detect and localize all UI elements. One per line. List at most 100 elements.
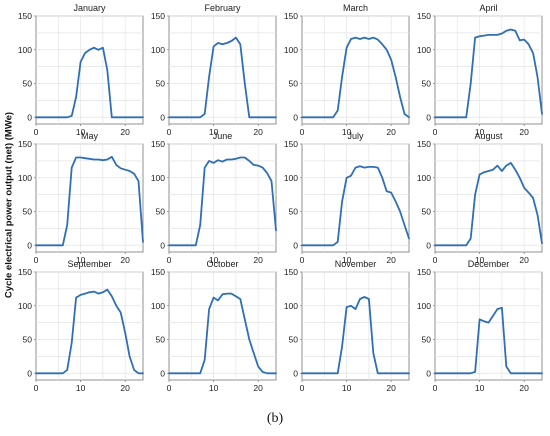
x-tick-label: 0 — [34, 255, 39, 265]
y-tick-label: 50 — [422, 79, 432, 89]
chart-title-october: October — [206, 259, 238, 269]
plot-frame — [434, 15, 543, 125]
chart-title-july: July — [347, 131, 364, 141]
y-tick-label: 150 — [18, 267, 32, 277]
plot-frame — [168, 271, 277, 381]
chart-title-march: March — [343, 3, 368, 13]
y-tick-label: 100 — [284, 45, 298, 55]
x-tick-label: 0 — [300, 255, 305, 265]
y-tick-label: 100 — [284, 173, 298, 183]
y-tick-label: 100 — [417, 301, 431, 311]
x-tick-label: 10 — [342, 127, 352, 137]
x-tick-label: 0 — [433, 255, 438, 265]
x-tick-label: 20 — [120, 383, 130, 393]
y-tick-label: 0 — [160, 112, 165, 122]
plot-frame — [168, 15, 277, 125]
x-tick-label: 20 — [386, 255, 396, 265]
y-tick-label: 150 — [18, 11, 32, 21]
plot-frame — [35, 271, 144, 381]
x-tick-label: 20 — [519, 255, 529, 265]
y-tick-label: 100 — [284, 301, 298, 311]
y-tick-label: 0 — [160, 240, 165, 250]
x-tick-label: 20 — [519, 383, 529, 393]
y-tick-label: 150 — [151, 267, 165, 277]
x-tick-label: 10 — [342, 255, 352, 265]
y-tick-label: 50 — [289, 335, 299, 345]
y-tick-label: 50 — [422, 335, 432, 345]
x-tick-label: 10 — [475, 383, 485, 393]
y-tick-label: 150 — [18, 139, 32, 149]
y-tick-label: 50 — [156, 79, 166, 89]
y-tick-label: 50 — [23, 207, 33, 217]
x-tick-label: 0 — [167, 255, 172, 265]
y-tick-label: 0 — [426, 368, 431, 378]
x-tick-label: 0 — [34, 383, 39, 393]
y-tick-label: 0 — [293, 240, 298, 250]
plot-frame — [434, 143, 543, 253]
x-tick-label: 10 — [76, 383, 86, 393]
plot-frame — [35, 15, 144, 125]
x-tick-label: 0 — [433, 127, 438, 137]
chart-title-december: December — [468, 259, 510, 269]
y-tick-label: 50 — [156, 335, 166, 345]
x-tick-label: 10 — [209, 255, 219, 265]
series-line-march — [301, 36, 410, 119]
y-tick-label: 100 — [417, 45, 431, 55]
series-line-april — [434, 28, 543, 119]
y-tick-label: 100 — [18, 301, 32, 311]
y-tick-label: 150 — [151, 11, 165, 21]
x-tick-label: 20 — [120, 255, 130, 265]
y-tick-label: 50 — [289, 79, 299, 89]
x-tick-label: 10 — [475, 255, 485, 265]
chart-title-may: May — [81, 131, 99, 141]
x-tick-label: 20 — [386, 127, 396, 137]
x-tick-label: 20 — [253, 383, 263, 393]
y-tick-label: 50 — [289, 207, 299, 217]
y-tick-label: 0 — [27, 240, 32, 250]
chart-title-january: January — [73, 3, 106, 13]
x-tick-label: 20 — [519, 127, 529, 137]
y-tick-label: 150 — [417, 11, 431, 21]
series-line-november — [301, 296, 410, 375]
chart-title-february: February — [204, 3, 241, 13]
plot-frame — [168, 143, 277, 253]
plot-frame — [301, 271, 410, 381]
y-tick-label: 0 — [160, 368, 165, 378]
y-tick-label: 100 — [151, 45, 165, 55]
y-tick-label: 150 — [417, 139, 431, 149]
series-line-january — [35, 46, 144, 119]
figure-caption: (b) — [266, 411, 284, 426]
x-tick-label: 10 — [342, 383, 352, 393]
x-tick-label: 20 — [386, 383, 396, 393]
x-tick-label: 0 — [167, 127, 172, 137]
x-tick-label: 10 — [209, 383, 219, 393]
x-tick-label: 10 — [76, 255, 86, 265]
x-tick-label: 10 — [76, 127, 86, 137]
y-tick-label: 50 — [23, 79, 33, 89]
x-tick-label: 0 — [300, 383, 305, 393]
y-tick-label: 50 — [422, 207, 432, 217]
y-tick-label: 0 — [293, 112, 298, 122]
series-line-october — [168, 292, 277, 375]
y-tick-label: 100 — [151, 301, 165, 311]
series-line-december — [434, 306, 543, 375]
x-tick-label: 20 — [253, 255, 263, 265]
series-line-august — [434, 161, 543, 247]
series-line-june — [168, 156, 277, 247]
y-tick-label: 150 — [284, 11, 298, 21]
x-tick-label: 0 — [34, 127, 39, 137]
chart-title-november: November — [335, 259, 377, 269]
y-tick-label: 0 — [293, 368, 298, 378]
series-line-february — [168, 36, 277, 119]
x-tick-label: 20 — [253, 127, 263, 137]
y-tick-label: 50 — [156, 207, 166, 217]
y-tick-label: 100 — [18, 173, 32, 183]
y-tick-label: 100 — [18, 45, 32, 55]
chart-title-august: August — [474, 131, 503, 141]
series-line-may — [35, 155, 144, 247]
y-tick-label: 0 — [426, 112, 431, 122]
plot-frame — [35, 143, 144, 253]
series-line-july — [301, 165, 410, 247]
y-tick-label: 0 — [27, 368, 32, 378]
